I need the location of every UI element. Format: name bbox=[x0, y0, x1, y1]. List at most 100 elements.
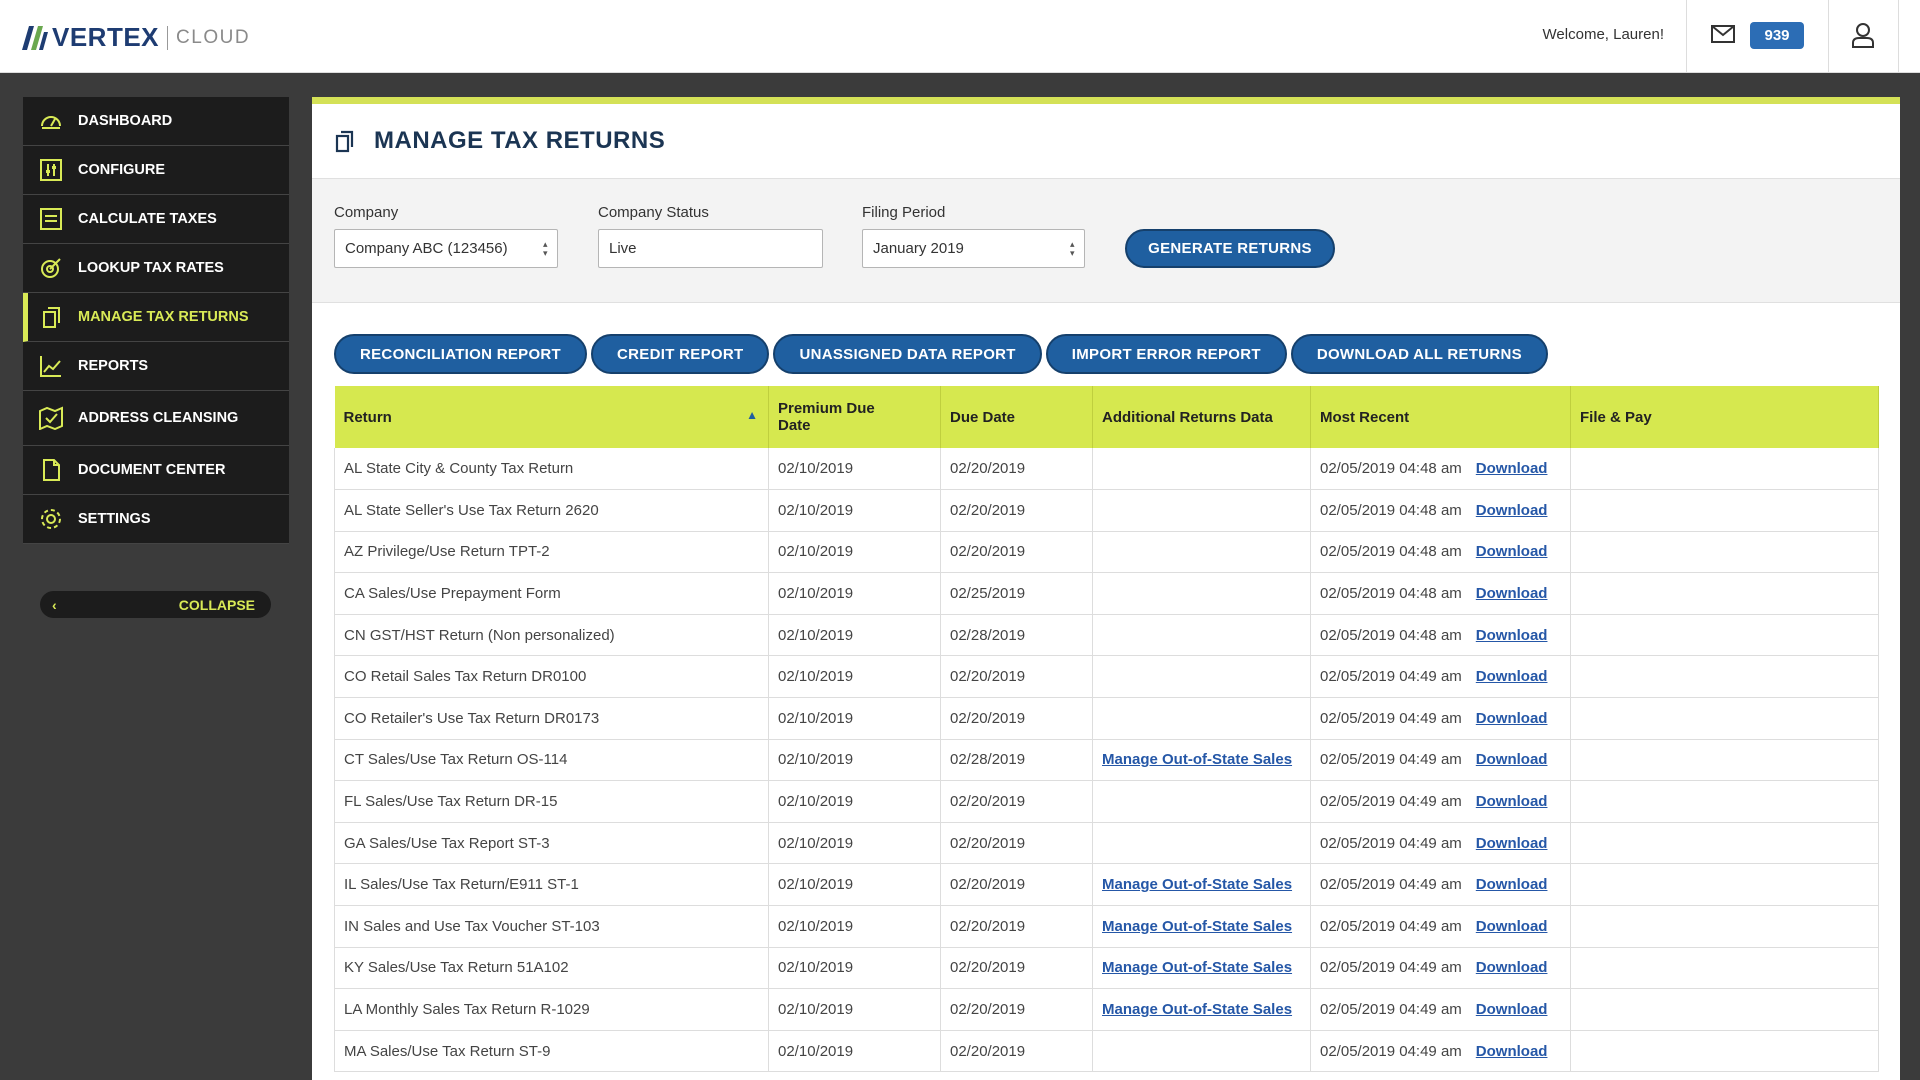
table-row: CT Sales/Use Tax Return OS-114 02/10/201… bbox=[334, 739, 1879, 782]
filing-period-label: Filing Period bbox=[862, 204, 946, 221]
download-link[interactable]: Download bbox=[1475, 1001, 1548, 1019]
cell-file-and-pay bbox=[1570, 572, 1879, 615]
cell-file-and-pay bbox=[1570, 448, 1879, 491]
cell-due-date: 02/20/2019 bbox=[940, 863, 1093, 907]
cell-due-date: 02/20/2019 bbox=[940, 988, 1093, 1031]
column-header-return[interactable]: Return ▲ bbox=[334, 386, 769, 448]
cell-premium-due-date: 02/10/2019 bbox=[768, 822, 941, 865]
column-header-most-recent[interactable]: Most Recent bbox=[1310, 386, 1571, 448]
manage-out-of-state-sales-link[interactable]: Manage Out-of-State Sales bbox=[1102, 1001, 1293, 1019]
cell-premium-due-date: 02/10/2019 bbox=[768, 780, 941, 823]
company-select[interactable]: Company ABC (123456) bbox=[334, 229, 558, 268]
cell-due-date: 02/20/2019 bbox=[940, 531, 1093, 574]
collapse-sidebar-button[interactable]: ‹ COLLAPSE bbox=[40, 591, 271, 618]
most-recent-timestamp: 02/05/2019 04:49 am bbox=[1320, 1042, 1462, 1060]
sidebar-item-document-center[interactable]: DOCUMENT CENTER bbox=[23, 446, 289, 495]
download-link[interactable]: Download bbox=[1475, 626, 1548, 644]
manage-out-of-state-sales-link[interactable]: Manage Out-of-State Sales bbox=[1102, 959, 1293, 977]
sidebar-item-configure[interactable]: CONFIGURE bbox=[23, 146, 289, 195]
sidebar-item-address-cleansing[interactable]: ADDRESS CLEANSING bbox=[23, 391, 289, 446]
cell-additional-returns-data bbox=[1092, 531, 1311, 574]
sidebar-item-reports[interactable]: REPORTS bbox=[23, 342, 289, 391]
returns-table: Return ▲ Premium Due Date Due Date Additi… bbox=[334, 386, 1879, 1073]
collapse-label: COLLAPSE bbox=[178, 596, 255, 613]
download-link[interactable]: Download bbox=[1475, 876, 1548, 894]
cell-return: CA Sales/Use Prepayment Form bbox=[334, 572, 769, 615]
user-profile-icon[interactable] bbox=[1851, 22, 1875, 48]
cell-file-and-pay bbox=[1570, 947, 1879, 990]
unassigned-data-report-button[interactable]: UNASSIGNED DATA REPORT bbox=[773, 334, 1042, 374]
vertex-logo[interactable]: VERTEX CLOUD bbox=[22, 22, 250, 53]
most-recent-timestamp: 02/05/2019 04:48 am bbox=[1320, 543, 1462, 561]
report-buttons: RECONCILIATION REPORT CREDIT REPORT UNAS… bbox=[334, 334, 1548, 374]
sidebar-item-label: DASHBOARD bbox=[78, 113, 173, 129]
download-link[interactable]: Download bbox=[1475, 501, 1548, 519]
cell-return: GA Sales/Use Tax Report ST-3 bbox=[334, 822, 769, 865]
mail-icon[interactable] bbox=[1711, 24, 1735, 44]
cell-most-recent: 02/05/2019 04:48 am Download bbox=[1310, 489, 1571, 532]
cell-due-date: 02/28/2019 bbox=[940, 739, 1093, 782]
manage-out-of-state-sales-link[interactable]: Manage Out-of-State Sales bbox=[1102, 751, 1293, 769]
download-link[interactable]: Download bbox=[1475, 543, 1548, 561]
table-header-row: Return ▲ Premium Due Date Due Date Additi… bbox=[334, 386, 1879, 448]
column-header-premium-due-date[interactable]: Premium Due Date bbox=[768, 386, 941, 448]
download-link[interactable]: Download bbox=[1475, 917, 1548, 935]
cell-file-and-pay bbox=[1570, 1030, 1879, 1073]
column-header-file-and-pay[interactable]: File & Pay bbox=[1570, 386, 1879, 448]
download-link[interactable]: Download bbox=[1475, 709, 1548, 727]
top-header: VERTEX CLOUD Welcome, Lauren! 939 bbox=[0, 0, 1920, 73]
cell-most-recent: 02/05/2019 04:49 am Download bbox=[1310, 988, 1571, 1031]
sidebar-item-label: CONFIGURE bbox=[78, 162, 165, 178]
notification-count-badge[interactable]: 939 bbox=[1750, 22, 1804, 49]
cell-most-recent: 02/05/2019 04:49 am Download bbox=[1310, 1030, 1571, 1073]
download-link[interactable]: Download bbox=[1475, 1042, 1548, 1060]
credit-report-button[interactable]: CREDIT REPORT bbox=[591, 334, 770, 374]
sidebar-item-dashboard[interactable]: DASHBOARD bbox=[23, 97, 289, 146]
sidebar-item-calculate-taxes[interactable]: CALCULATE TAXES bbox=[23, 195, 289, 244]
cell-additional-returns-data: Manage Out-of-State Sales bbox=[1092, 947, 1311, 990]
sidebar-item-settings[interactable]: SETTINGS bbox=[23, 495, 289, 544]
cell-premium-due-date: 02/10/2019 bbox=[768, 1030, 941, 1073]
reconciliation-report-button[interactable]: RECONCILIATION REPORT bbox=[334, 334, 588, 374]
download-link[interactable]: Download bbox=[1475, 668, 1548, 686]
download-link[interactable]: Download bbox=[1475, 585, 1548, 603]
cell-return: IL Sales/Use Tax Return/E911 ST-1 bbox=[334, 863, 769, 907]
company-select-value: Company ABC (123456) bbox=[345, 240, 508, 257]
cell-due-date: 02/20/2019 bbox=[940, 448, 1093, 491]
vertex-logo-mark-icon bbox=[22, 25, 48, 50]
filing-period-select[interactable]: January 2019 bbox=[862, 229, 1085, 268]
cell-most-recent: 02/05/2019 04:49 am Download bbox=[1310, 905, 1571, 948]
download-link[interactable]: Download bbox=[1475, 834, 1548, 852]
manage-out-of-state-sales-link[interactable]: Manage Out-of-State Sales bbox=[1102, 917, 1293, 935]
cell-most-recent: 02/05/2019 04:48 am Download bbox=[1310, 572, 1571, 615]
sidebar-item-manage-tax-returns[interactable]: MANAGE TAX RETURNS bbox=[23, 293, 289, 342]
cell-due-date: 02/20/2019 bbox=[940, 697, 1093, 740]
import-error-report-button[interactable]: IMPORT ERROR REPORT bbox=[1045, 334, 1287, 374]
company-label: Company bbox=[334, 204, 399, 221]
download-link[interactable]: Download bbox=[1475, 959, 1548, 977]
cell-additional-returns-data: Manage Out-of-State Sales bbox=[1092, 988, 1311, 1031]
download-link[interactable]: Download bbox=[1475, 793, 1548, 811]
cell-return: AL State City & County Tax Return bbox=[334, 448, 769, 491]
generate-returns-button[interactable]: GENERATE RETURNS bbox=[1125, 229, 1335, 268]
download-link[interactable]: Download bbox=[1475, 460, 1548, 478]
sidebar-item-lookup-tax-rates[interactable]: LOOKUP TAX RATES bbox=[23, 244, 289, 293]
download-link[interactable]: Download bbox=[1475, 751, 1548, 769]
column-header-due-date[interactable]: Due Date bbox=[940, 386, 1093, 448]
cell-most-recent: 02/05/2019 04:49 am Download bbox=[1310, 780, 1571, 823]
sort-ascending-icon[interactable]: ▲ bbox=[746, 408, 758, 422]
download-all-returns-button[interactable]: DOWNLOAD ALL RETURNS bbox=[1290, 334, 1548, 374]
most-recent-timestamp: 02/05/2019 04:49 am bbox=[1320, 876, 1462, 894]
file-icon bbox=[43, 459, 60, 481]
cell-return: CN GST/HST Return (Non personalized) bbox=[334, 614, 769, 657]
column-header-additional-returns-data[interactable]: Additional Returns Data bbox=[1092, 386, 1311, 448]
cell-due-date: 02/20/2019 bbox=[940, 780, 1093, 823]
brand-subtitle: CLOUD bbox=[176, 26, 251, 48]
sidebar-item-label: LOOKUP TAX RATES bbox=[78, 260, 224, 276]
documents-icon bbox=[335, 130, 354, 153]
cell-file-and-pay bbox=[1570, 697, 1879, 740]
company-status-field[interactable]: Live bbox=[598, 229, 823, 268]
header-divider bbox=[1828, 0, 1829, 73]
manage-out-of-state-sales-link[interactable]: Manage Out-of-State Sales bbox=[1102, 876, 1293, 894]
cell-additional-returns-data: Manage Out-of-State Sales bbox=[1092, 739, 1311, 782]
